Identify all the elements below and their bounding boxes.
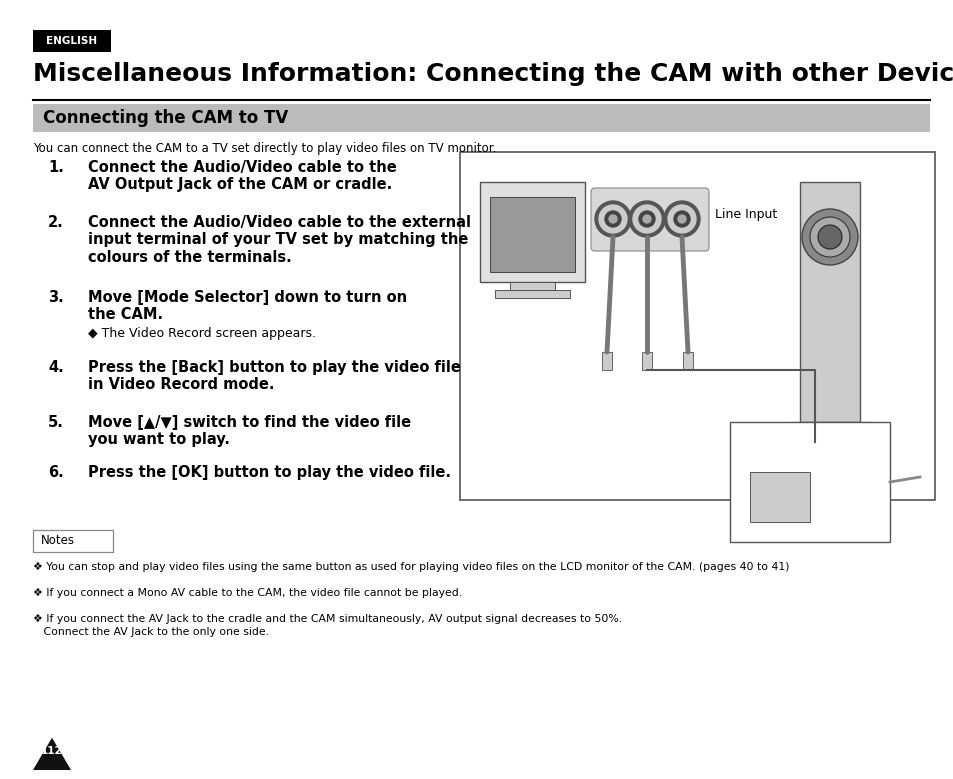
Circle shape <box>595 201 630 237</box>
Bar <box>479 182 584 282</box>
Bar <box>510 282 555 290</box>
Text: Press the [OK] button to play the video file.: Press the [OK] button to play the video … <box>88 465 451 480</box>
Circle shape <box>667 205 696 233</box>
Circle shape <box>628 201 664 237</box>
Text: Line Input: Line Input <box>714 207 777 220</box>
FancyBboxPatch shape <box>590 188 708 251</box>
Circle shape <box>801 209 857 265</box>
Circle shape <box>604 211 620 227</box>
Text: ❖ If you connect a Mono AV cable to the CAM, the video file cannot be played.: ❖ If you connect a Mono AV cable to the … <box>33 588 461 598</box>
Text: Move [▲/▼] switch to find the video file
you want to play.: Move [▲/▼] switch to find the video file… <box>88 415 411 447</box>
Text: ❖ You can stop and play video files using the same button as used for playing vi: ❖ You can stop and play video files usin… <box>33 562 789 572</box>
Bar <box>729 422 889 542</box>
Bar <box>682 352 692 370</box>
Bar <box>490 197 575 272</box>
Text: You can connect the CAM to a TV set directly to play video files on TV monitor.: You can connect the CAM to a TV set dire… <box>33 142 496 155</box>
Text: 2.: 2. <box>48 215 64 230</box>
Bar <box>789 422 869 457</box>
Bar <box>459 152 934 500</box>
Text: ◆ The Video Record screen appears.: ◆ The Video Record screen appears. <box>88 327 315 340</box>
Circle shape <box>673 211 689 227</box>
Bar <box>749 472 809 522</box>
Bar <box>641 352 651 370</box>
Circle shape <box>663 201 700 237</box>
Text: Miscellaneous Information: Connecting the CAM with other Devices: Miscellaneous Information: Connecting th… <box>33 62 953 86</box>
Bar <box>33 530 112 552</box>
Text: ENGLISH: ENGLISH <box>47 36 97 46</box>
Circle shape <box>598 205 626 233</box>
Circle shape <box>809 217 849 257</box>
Text: 5.: 5. <box>48 415 64 430</box>
Circle shape <box>678 215 685 223</box>
Text: Notes: Notes <box>41 534 75 548</box>
Bar <box>495 290 569 298</box>
Text: Connect the Audio/Video cable to the external
input terminal of your TV set by m: Connect the Audio/Video cable to the ext… <box>88 215 471 265</box>
Text: Connect the Audio/Video cable to the
AV Output Jack of the CAM or cradle.: Connect the Audio/Video cable to the AV … <box>88 160 396 192</box>
Circle shape <box>608 215 617 223</box>
Text: Press the [Back] button to play the video file
in Video Record mode.: Press the [Back] button to play the vide… <box>88 360 460 393</box>
Text: 3.: 3. <box>48 290 64 305</box>
Bar <box>601 352 612 370</box>
Circle shape <box>817 225 841 249</box>
Text: 1.: 1. <box>48 160 64 175</box>
Bar <box>800 182 859 422</box>
Bar <box>33 30 111 52</box>
Bar <box>33 104 929 132</box>
Circle shape <box>642 215 650 223</box>
Text: Move [Mode Selector] down to turn on
the CAM.: Move [Mode Selector] down to turn on the… <box>88 290 407 323</box>
Text: 6.: 6. <box>48 465 64 480</box>
Circle shape <box>639 211 655 227</box>
Text: 4.: 4. <box>48 360 64 375</box>
Polygon shape <box>33 738 71 770</box>
Text: Connecting the CAM to TV: Connecting the CAM to TV <box>43 109 288 127</box>
Text: ❖ If you connect the AV Jack to the cradle and the CAM simultaneously, AV output: ❖ If you connect the AV Jack to the crad… <box>33 614 621 637</box>
Text: 112: 112 <box>41 746 63 756</box>
Circle shape <box>633 205 660 233</box>
